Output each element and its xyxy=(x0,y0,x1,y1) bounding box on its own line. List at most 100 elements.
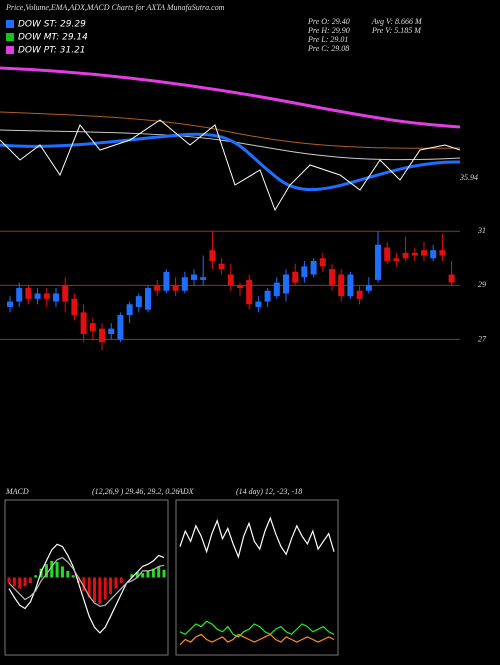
candle-body xyxy=(338,274,345,297)
macd-bar xyxy=(87,577,91,598)
candle-body xyxy=(25,288,32,299)
candle-body xyxy=(365,285,372,291)
candle-body xyxy=(439,250,446,256)
panel-label: 35.94 xyxy=(459,173,478,182)
candle-body xyxy=(421,250,427,256)
candle-body xyxy=(393,258,400,261)
candle-body xyxy=(310,260,317,275)
macd-bar xyxy=(50,560,54,578)
adx-line xyxy=(179,516,335,559)
candle-body xyxy=(135,296,142,307)
candle-body xyxy=(181,277,188,291)
macd-bar xyxy=(93,577,97,602)
candle-body xyxy=(237,285,243,289)
macd-bar xyxy=(71,575,75,578)
candle-body xyxy=(34,293,41,299)
price-info: Pre H: 29.90 xyxy=(307,26,350,35)
candle-body xyxy=(43,293,50,299)
ema-line xyxy=(0,111,461,149)
price-info: Pre V: 5.185 M xyxy=(371,26,422,35)
candle-body xyxy=(347,274,354,297)
panel-title: ADX xyxy=(177,487,195,496)
macd-bar xyxy=(12,577,16,587)
price-line xyxy=(0,119,461,212)
macd-bar xyxy=(76,577,80,584)
price-info: Pre O: 29.40 xyxy=(307,17,350,26)
panel-title: MACD xyxy=(5,487,29,496)
candle-body xyxy=(356,290,363,299)
candle-body xyxy=(218,263,225,270)
panel-params: (12,26,9 ) 29.46, 29.2, 0.26 xyxy=(92,487,179,496)
candle-body xyxy=(108,328,115,335)
candle-body xyxy=(191,274,197,280)
macd-bar xyxy=(44,564,48,578)
panel xyxy=(175,499,339,656)
candle-body xyxy=(264,290,271,302)
y-tick-label: 27 xyxy=(478,334,487,343)
macd-bar xyxy=(162,569,166,578)
candle-body xyxy=(117,315,124,340)
candle-body xyxy=(71,298,78,316)
macd-bar xyxy=(119,577,123,584)
candle-body xyxy=(448,274,455,283)
candle-body xyxy=(384,247,391,261)
macd-bar xyxy=(60,566,64,578)
macd-bar xyxy=(82,577,86,591)
macd-bar xyxy=(34,575,38,578)
candle-body xyxy=(319,258,326,267)
candle-body xyxy=(163,271,170,291)
candle-body xyxy=(375,244,381,280)
macd-bar xyxy=(98,577,102,605)
candle-body xyxy=(402,252,409,259)
candle-body xyxy=(154,285,161,291)
macd-bar xyxy=(55,562,59,578)
macd-line xyxy=(8,543,165,634)
candle-body xyxy=(292,271,299,283)
macd-bar xyxy=(109,577,113,595)
adx-line xyxy=(179,633,335,646)
macd-bar xyxy=(157,566,161,578)
legend-label: DOW MT: 29.14 xyxy=(18,33,88,43)
macd-bar xyxy=(66,570,70,578)
header-title: Price,Volume,EMA,ADX,MACD Charts for AXT… xyxy=(5,3,225,12)
candle-body xyxy=(200,277,207,280)
candle-body xyxy=(126,304,133,316)
candle-body xyxy=(430,250,437,259)
candle-body xyxy=(16,288,23,302)
adx-line xyxy=(179,620,335,638)
candle-body xyxy=(145,288,151,310)
macd-bar xyxy=(151,568,155,578)
candle-body xyxy=(411,252,418,256)
candle-body xyxy=(80,312,87,335)
macd-bar xyxy=(7,577,11,584)
price-info: Pre C: 29.08 xyxy=(307,44,349,53)
candle-body xyxy=(99,328,105,343)
macd-bar xyxy=(23,577,27,587)
ema-line xyxy=(0,132,461,191)
legend-label: DOW ST: 29.29 xyxy=(18,20,86,30)
signal-line xyxy=(8,556,165,607)
ema-line xyxy=(0,66,461,129)
macd-bar xyxy=(28,577,32,584)
macd-bar xyxy=(141,573,145,578)
candle-body xyxy=(7,301,13,307)
legend-swatch xyxy=(6,33,14,41)
panel-params: (14 day) 12, -23, -18 xyxy=(236,487,302,496)
price-info: Pre L: 29.01 xyxy=(307,35,348,44)
candle-body xyxy=(255,301,262,307)
panel xyxy=(4,499,169,656)
macd-bar xyxy=(135,571,139,578)
candle-body xyxy=(209,250,216,261)
candle-body xyxy=(246,279,253,305)
y-tick-label: 31 xyxy=(477,226,486,235)
macd-bar xyxy=(18,577,22,589)
legend-swatch xyxy=(6,46,14,54)
macd-bar xyxy=(114,577,118,589)
candle-body xyxy=(301,266,308,278)
macd-bar xyxy=(146,570,150,578)
candle-body xyxy=(89,323,96,332)
candle-body xyxy=(283,274,289,294)
legend-label: DOW PT: 31.21 xyxy=(18,46,86,56)
